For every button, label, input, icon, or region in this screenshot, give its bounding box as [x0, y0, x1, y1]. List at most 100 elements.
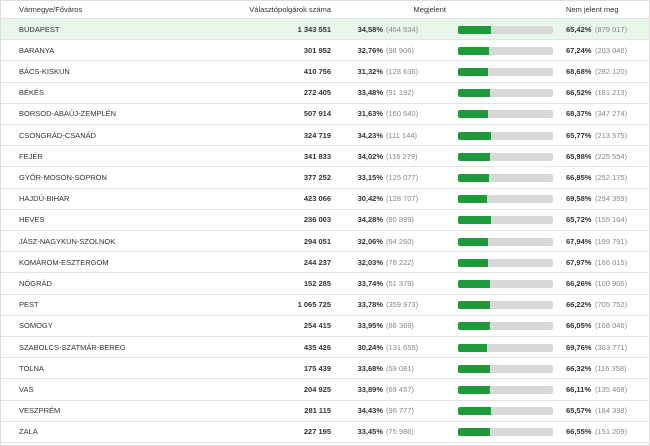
county-name: HAJDÚ-BIHAR [19, 194, 70, 204]
absent-percent: 66,26% [566, 279, 592, 288]
present-count: (69 457) [386, 385, 414, 394]
absent-count: (168 046) [595, 321, 628, 331]
progress-track [458, 46, 553, 55]
present-count: (131 655) [386, 342, 419, 352]
progress-bar [458, 68, 488, 76]
voters: 204 925 [303, 385, 331, 394]
present-count: (359 973) [386, 300, 419, 310]
absent-count: (116 358) [595, 363, 627, 373]
present-percent: 33,95% [357, 321, 383, 331]
voters: 294 051 [303, 236, 331, 246]
absent-percent: 69,58% [566, 194, 592, 204]
present-count: (125 077) [386, 173, 419, 182]
table-row [1, 189, 649, 210]
county-name: GYŐR-MOSON-SOPRON [19, 173, 107, 182]
table-row [1, 167, 649, 189]
absent-percent: 66,32% [566, 363, 592, 373]
table-row [1, 252, 649, 274]
table-row [1, 337, 649, 359]
present-count: (96 777) [386, 406, 414, 416]
voters: 341 833 [303, 151, 331, 161]
progress-track [458, 152, 553, 161]
progress-track [458, 301, 553, 310]
progress-bar [458, 237, 489, 246]
voters: 175 439 [303, 363, 331, 373]
absent-count: (166 015) [595, 257, 628, 267]
table-row [1, 125, 649, 147]
voters: 423 066 [303, 194, 331, 204]
absent-count: (705 752) [595, 300, 628, 310]
voters: 301 952 [303, 45, 331, 55]
absent-count: (213 575) [595, 130, 628, 140]
present-count: (86 369) [386, 321, 414, 331]
progress-track [458, 258, 553, 267]
present-percent: 33,74% [357, 279, 383, 288]
county-name: BÁCS-KISKUN [19, 67, 70, 76]
present-count: (80 899) [386, 215, 414, 225]
absent-percent: 68,68% [566, 67, 592, 76]
present-count: (116 279) [386, 151, 418, 161]
absent-percent: 66,05% [566, 321, 592, 331]
progress-bar [458, 301, 491, 310]
voters: 377 252 [303, 173, 331, 182]
header-border [1, 18, 649, 19]
progress-bar [458, 364, 490, 373]
county-name: TOLNA [19, 363, 44, 373]
absent-percent: 68,37% [566, 109, 592, 119]
present-percent: 32,76% [357, 45, 383, 55]
progress-track [458, 195, 553, 204]
county-name: SOMOGY [19, 321, 53, 331]
absent-count: (155 104) [595, 215, 628, 225]
county-name: BORSOD-ABAÚJ-ZEMPLÉN [19, 109, 117, 119]
absent-count: (303 771) [595, 342, 628, 352]
absent-count: (225 554) [595, 151, 628, 161]
absent-count: (282 120) [595, 67, 628, 76]
county-name: VAS [19, 385, 34, 394]
voters: 152 285 [303, 279, 331, 288]
voters: 1 065 725 [297, 300, 331, 310]
county-name: SZABOLCS-SZATMÁR-BEREG [19, 342, 126, 352]
absent-count: (347 274) [595, 109, 628, 119]
progress-bar [458, 174, 490, 182]
voters: 410 756 [303, 67, 331, 76]
table-row [1, 146, 649, 168]
voters: 272 405 [303, 88, 331, 98]
present-percent: 30,24% [357, 342, 383, 352]
voters: 281 115 [304, 406, 331, 416]
progress-track [458, 89, 553, 98]
county-name: NÓGRÁD [19, 279, 52, 288]
table-row [1, 61, 649, 83]
present-count: (78 222) [386, 257, 414, 267]
present-percent: 34,58% [357, 24, 383, 34]
table-row [1, 231, 649, 253]
table-row [1, 401, 649, 422]
present-count: (464 534) [386, 24, 419, 34]
present-percent: 32,03% [357, 257, 383, 267]
voters: 227 195 [303, 427, 331, 437]
voters: 254 415 [303, 321, 331, 331]
progress-track [458, 280, 553, 288]
voters: 435 426 [303, 342, 331, 352]
progress-bar [458, 407, 491, 416]
progress-track [458, 25, 553, 34]
county-name: PEST [19, 300, 39, 310]
present-count: (111 144) [386, 130, 417, 140]
table-row [1, 422, 649, 443]
absent-count: (135 468) [595, 385, 628, 394]
present-percent: 34,02% [357, 151, 383, 161]
present-percent: 33,78% [357, 300, 383, 310]
absent-percent: 67,94% [566, 236, 592, 246]
voters: 236 003 [303, 215, 331, 225]
voters: 244 237 [303, 257, 331, 267]
present-percent: 30,42% [357, 194, 383, 204]
absent-count: (199 791) [595, 236, 628, 246]
present-percent: 33,89% [357, 385, 383, 394]
absent-percent: 65,42% [566, 24, 592, 34]
absent-percent: 65,57% [566, 406, 592, 416]
present-percent: 34,43% [357, 406, 383, 416]
progress-bar [458, 280, 491, 288]
absent-percent: 69,76% [566, 342, 592, 352]
progress-bar [458, 25, 491, 34]
absent-count: (879 017) [595, 24, 628, 34]
